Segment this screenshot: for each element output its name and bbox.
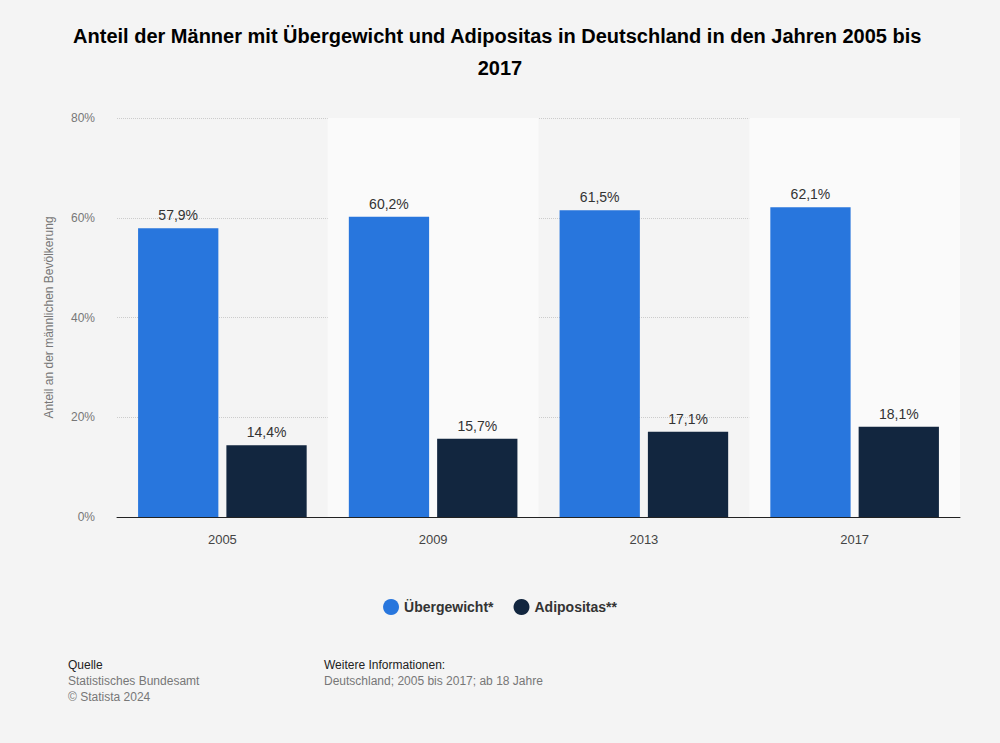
svg-text:60%: 60% <box>71 211 95 225</box>
svg-text:80%: 80% <box>71 111 95 125</box>
svg-text:2005: 2005 <box>208 532 237 547</box>
svg-text:Adipositas**: Adipositas** <box>535 599 618 615</box>
svg-text:57,9%: 57,9% <box>158 207 198 223</box>
svg-text:Übergewicht*: Übergewicht* <box>404 599 494 615</box>
svg-text:Quelle: Quelle <box>68 658 103 672</box>
svg-text:2009: 2009 <box>419 532 448 547</box>
svg-text:14,4%: 14,4% <box>247 424 287 440</box>
svg-text:2013: 2013 <box>629 532 658 547</box>
svg-text:Deutschland; 2005 bis 2017; ab: Deutschland; 2005 bis 2017; ab 18 Jahre <box>324 674 543 688</box>
svg-text:40%: 40% <box>71 311 95 325</box>
svg-text:© Statista 2024: © Statista 2024 <box>68 690 151 704</box>
svg-text:2017: 2017 <box>478 57 523 79</box>
svg-text:18,1%: 18,1% <box>879 406 919 422</box>
svg-text:0%: 0% <box>78 510 96 524</box>
svg-text:60,2%: 60,2% <box>369 196 409 212</box>
svg-text:62,1%: 62,1% <box>791 186 831 202</box>
svg-text:15,7%: 15,7% <box>457 418 497 434</box>
svg-text:61,5%: 61,5% <box>580 189 620 205</box>
svg-text:Anteil an der männlichen Bevöl: Anteil an der männlichen Bevölkerung <box>42 216 56 418</box>
svg-text:Weitere Informationen:: Weitere Informationen: <box>324 658 445 672</box>
svg-text:17,1%: 17,1% <box>668 411 708 427</box>
svg-text:Statistisches Bundesamt: Statistisches Bundesamt <box>68 674 200 688</box>
svg-text:Anteil der Männer mit Übergewi: Anteil der Männer mit Übergewicht und Ad… <box>73 25 927 47</box>
svg-text:20%: 20% <box>71 410 95 424</box>
svg-text:2017: 2017 <box>840 532 869 547</box>
